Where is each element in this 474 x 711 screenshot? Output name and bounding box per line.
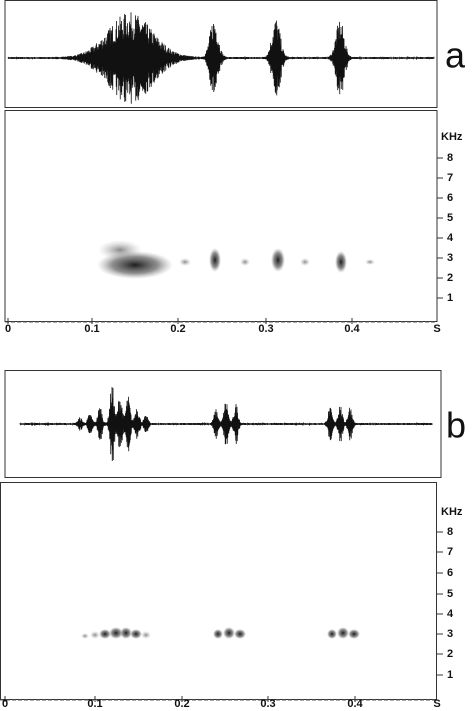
spectral-blob <box>234 629 246 639</box>
frequency-tick-label: 4 <box>447 232 454 244</box>
frequency-tick-label: 6 <box>447 192 453 204</box>
frequency-tick-label: 8 <box>447 526 453 538</box>
frequency-tick-label: 2 <box>447 648 453 660</box>
panel-label: a <box>445 35 466 76</box>
spectral-blob <box>90 631 100 639</box>
frequency-tick-label: 8 <box>447 152 453 164</box>
time-tick-label: 0.4 <box>347 698 363 710</box>
spectral-blob <box>98 240 142 260</box>
spectral-blob <box>99 629 111 639</box>
waveform-frame <box>4 370 442 478</box>
frequency-tick-label: 7 <box>447 546 453 558</box>
frequency-tick-label: 5 <box>447 588 453 600</box>
time-tick-label: 0.4 <box>344 323 360 335</box>
spectral-blob <box>335 251 347 273</box>
waveform-frame <box>4 0 438 108</box>
time-tick-label: 0.2 <box>174 698 189 710</box>
spectral-blob <box>130 629 142 639</box>
frequency-tick-label: 5 <box>447 212 453 224</box>
time-tick-label: 0.1 <box>84 323 99 335</box>
spectral-blob <box>337 627 349 639</box>
frequency-tick-label: 6 <box>447 567 453 579</box>
time-tick-label: 0.3 <box>260 698 275 710</box>
time-tick-label: 0 <box>5 323 11 335</box>
spectrogram-frame <box>4 110 438 322</box>
spectral-blob <box>348 629 360 639</box>
spectrogram-frame <box>0 482 437 700</box>
time-tick-label: 0.3 <box>258 323 273 335</box>
spectral-blob <box>120 627 132 639</box>
spectral-blob <box>109 627 123 639</box>
frequency-tick-label: 1 <box>447 669 453 681</box>
spectral-blob <box>271 248 285 272</box>
frequency-tick-label: 7 <box>447 172 453 184</box>
frequency-tick-label: 3 <box>447 252 453 264</box>
spectral-blob <box>223 627 235 639</box>
spectral-blob <box>141 631 151 639</box>
spectral-blob <box>81 633 89 639</box>
time-tick-label: 0 <box>2 698 8 710</box>
time-unit: S <box>433 323 440 335</box>
time-tick-label: 0.1 <box>87 698 102 710</box>
frequency-tick-label: 4 <box>447 608 454 620</box>
spectral-blob <box>179 258 191 266</box>
spectral-blob <box>327 629 337 639</box>
frequency-tick-label: 2 <box>447 272 453 284</box>
time-unit: S <box>433 698 440 710</box>
time-tick-label: 0.2 <box>170 323 185 335</box>
waveform <box>7 12 435 104</box>
spectral-blob <box>365 259 375 265</box>
spectral-blob <box>213 629 223 639</box>
frequency-unit: KHz <box>441 506 463 518</box>
waveform <box>19 386 433 462</box>
frequency-tick-label: 3 <box>447 628 453 640</box>
frequency-tick-label: 1 <box>447 292 453 304</box>
spectral-blob <box>209 248 221 272</box>
panel-label: b <box>446 405 466 446</box>
spectral-blob <box>240 258 250 266</box>
spectral-blob <box>300 258 310 266</box>
frequency-unit: KHz <box>441 131 463 143</box>
